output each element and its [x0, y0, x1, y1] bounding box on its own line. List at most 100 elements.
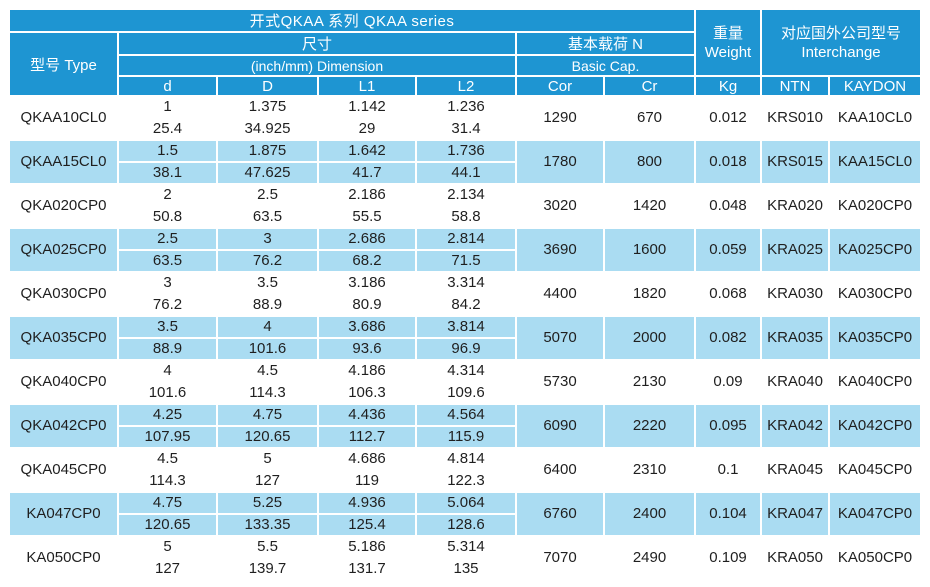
cell-kaydon: KAA15CL0: [828, 139, 923, 185]
interchange-label-en: Interchange: [801, 43, 881, 61]
cell-cor: 3020: [515, 183, 605, 229]
cell-d-mm: 120.65: [216, 425, 319, 449]
cell-cr: 1420: [602, 183, 697, 229]
cell-l1-mm: 29: [317, 117, 417, 141]
cell-l2-inch: 5.064: [415, 491, 517, 515]
cell-cr: 2400: [602, 491, 697, 537]
cell-ntn: KRA040: [760, 359, 831, 405]
cell-ntn: KRA025: [760, 227, 831, 273]
cell-l2-mm: 31.4: [415, 117, 517, 141]
spec-row-QKA030CP0: QKA030CP0 3 3.5 3.186 3.314 4400 1820 0.068 KRA0…: [8, 271, 923, 317]
bearing-spec-table: 开式QKAA 系列 QKAA series 重量 Weight 对应国外公司型号…: [7, 8, 923, 581]
cell-kg: 0.104: [694, 491, 763, 537]
cell-l2-mm: 128.6: [415, 513, 517, 537]
cell-kg: 0.082: [694, 315, 763, 361]
cell-d-inch: 3: [216, 227, 319, 251]
cell-kaydon: KA020CP0: [828, 183, 923, 229]
interchange-label-zh: 对应国外公司型号: [781, 24, 902, 42]
cell-l1-inch: 3.186: [317, 271, 417, 295]
cell-d-inch: 4.5: [117, 447, 218, 471]
cell-cor: 7070: [515, 535, 605, 581]
cell-kaydon: KA040CP0: [828, 359, 923, 405]
cell-d-mm: 63.5: [216, 205, 319, 229]
spec-row-QKA025CP0: QKA025CP0 2.5 3 2.686 2.814 3690 1600 0.059 KRA0…: [8, 227, 923, 273]
cell-l1-inch: 1.642: [317, 139, 417, 163]
spec-row-QKAA15CL0-mm: 38.1 47.625 41.7 44.1: [9, 161, 921, 185]
cell-ntn: KRA030: [760, 271, 831, 317]
cell-kg: 0.018: [694, 139, 763, 185]
cell-l2-inch: 4.314: [415, 359, 517, 383]
cell-kaydon: KAA10CL0: [828, 95, 923, 141]
cell-kg: 0.109: [694, 535, 763, 581]
cell-cor: 6400: [515, 447, 605, 493]
cell-d-inch: 4.25: [117, 403, 218, 427]
cell-kg: 0.1: [694, 447, 763, 493]
weight-label-zh: 重量: [713, 24, 744, 42]
spec-row-KA050CP0-mm: 127 139.7 131.7 135: [9, 557, 921, 581]
cell-d-mm: 133.35: [216, 513, 319, 537]
cell-l1-mm: 125.4: [317, 513, 417, 537]
cell-ntn: KRS015: [760, 139, 831, 185]
cell-d-mm: 34.925: [216, 117, 319, 141]
cell-type: KA047CP0: [8, 491, 119, 537]
cell-l2-inch: 3.314: [415, 271, 517, 295]
cell-kaydon: KA035CP0: [828, 315, 923, 361]
cell-cr: 2310: [602, 447, 697, 493]
spec-row-QKA020CP0: QKA020CP0 2 2.5 2.186 2.134 3020 1420 0.048 KRA0…: [8, 183, 923, 229]
cell-d-mm: 88.9: [117, 337, 218, 361]
col-header-type: 型号 Type: [8, 31, 119, 97]
cell-type: QKA045CP0: [8, 447, 119, 493]
cell-d-inch: 4.5: [216, 359, 319, 383]
cell-l2-inch: 1.736: [415, 139, 517, 163]
cell-kaydon: KA047CP0: [828, 491, 923, 537]
cell-d-inch: 5.5: [216, 535, 319, 559]
cell-d-inch: 1.875: [216, 139, 319, 163]
cell-l2-mm: 71.5: [415, 249, 517, 273]
cell-l2-mm: 84.2: [415, 293, 517, 317]
cell-cr: 2000: [602, 315, 697, 361]
spec-row-QKA045CP0: QKA045CP0 4.5 5 4.686 4.814 6400 2310 0.1 KRA045…: [8, 447, 923, 493]
table-title: 开式QKAA 系列 QKAA series: [7, 8, 697, 33]
cell-l2-mm: 44.1: [415, 161, 517, 185]
cell-d-inch: 2.5: [216, 183, 319, 207]
cell-ntn: KRA045: [760, 447, 831, 493]
spec-row-QKA030CP0-mm: 76.2 88.9 80.9 84.2: [9, 293, 921, 317]
cell-l1-mm: 106.3: [317, 381, 417, 405]
cell-d-mm: 127: [117, 557, 218, 581]
cell-d-inch: 5: [216, 447, 319, 471]
cell-cor: 6760: [515, 491, 605, 537]
cell-d-mm: 76.2: [216, 249, 319, 273]
cell-l1-inch: 3.686: [317, 315, 417, 339]
cell-type: QKA020CP0: [8, 183, 119, 229]
spec-row-KA047CP0: KA047CP0 4.75 5.25 4.936 5.064 6760 2400 0.104 K…: [8, 491, 923, 537]
cell-cor: 3690: [515, 227, 605, 273]
cell-d-inch: 4: [216, 315, 319, 339]
group-header-load-zh: 基本载荷 N: [514, 31, 697, 56]
cell-ntn: KRA047: [760, 491, 831, 537]
spec-row-KA047CP0-mm: 120.65 133.35 125.4 128.6: [9, 513, 921, 537]
spec-row-QKAA15CL0: QKAA15CL0 1.5 1.875 1.642 1.736 1780 800 0.018 K…: [8, 139, 923, 185]
cell-l2-mm: 58.8: [415, 205, 517, 229]
cell-type: QKA025CP0: [8, 227, 119, 273]
header-row-groups-zh: 型号 Type 尺寸 基本载荷 N: [8, 31, 921, 97]
cell-cor: 1780: [515, 139, 605, 185]
cell-l1-mm: 68.2: [317, 249, 417, 273]
cell-d-mm: 139.7: [216, 557, 319, 581]
cell-d-mm: 114.3: [117, 469, 218, 493]
cell-l1-inch: 5.186: [317, 535, 417, 559]
cell-d-mm: 63.5: [117, 249, 218, 273]
spec-row-QKA040CP0-mm: 101.6 114.3 106.3 109.6: [9, 381, 921, 405]
cell-ntn: KRS010: [760, 95, 831, 141]
weight-label-en: Weight: [704, 43, 752, 61]
cell-type: KA050CP0: [8, 535, 119, 581]
cell-cor: 1290: [515, 95, 605, 141]
cell-l1-mm: 80.9: [317, 293, 417, 317]
cell-d-mm: 47.625: [216, 161, 319, 185]
cell-type: QKA040CP0: [8, 359, 119, 405]
cell-kg: 0.012: [694, 95, 763, 141]
cell-l2-inch: 1.236: [415, 95, 517, 119]
cell-l1-mm: 131.7: [317, 557, 417, 581]
cell-l1-inch: 4.936: [317, 491, 417, 515]
cell-l2-mm: 135: [415, 557, 517, 581]
